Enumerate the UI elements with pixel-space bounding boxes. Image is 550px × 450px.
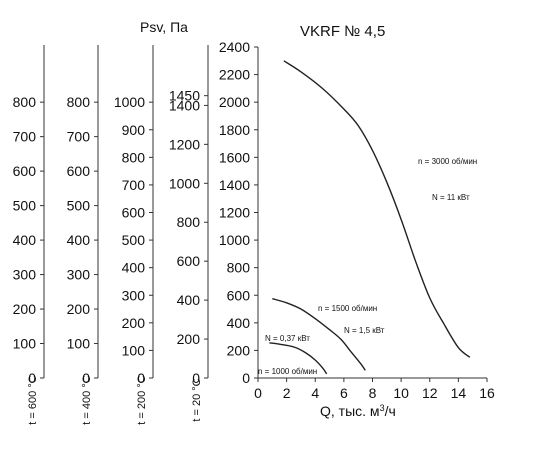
y-tick-label: 200 xyxy=(227,342,251,358)
series-line-1 xyxy=(283,60,471,358)
secondary-tick-label: 0 xyxy=(28,370,36,386)
secondary-tick-label: 700 xyxy=(13,129,37,145)
y-tick-label: 1600 xyxy=(219,149,250,165)
secondary-tick-label: 700 xyxy=(122,177,146,193)
secondary-tick-label: 700 xyxy=(67,129,91,145)
secondary-tick-label: 0 xyxy=(192,370,200,386)
secondary-tick-label: 1000 xyxy=(169,175,200,191)
series-line-2 xyxy=(272,298,366,371)
x-tick-label: 4 xyxy=(311,385,319,401)
secondary-tick-label: 1450 xyxy=(169,88,200,104)
y-tick-label: 2400 xyxy=(219,39,250,55)
secondary-tick-label: 600 xyxy=(122,205,146,221)
annotation-n1500-power: N = 1,5 кВт xyxy=(344,326,385,335)
secondary-tick-label: 500 xyxy=(13,198,37,214)
y-tick-label: 2200 xyxy=(219,67,250,83)
secondary-tick-label: 600 xyxy=(67,163,91,179)
y-tick-label: 1200 xyxy=(219,205,250,221)
secondary-tick-label: 800 xyxy=(67,94,91,110)
secondary-tick-label: 200 xyxy=(122,315,146,331)
secondary-tick-label: 900 xyxy=(122,122,146,138)
secondary-tick-label: 600 xyxy=(177,253,201,269)
x-tick-label: 2 xyxy=(283,385,291,401)
secondary-tick-label: 100 xyxy=(67,336,91,352)
y-tick-label: 1000 xyxy=(219,232,250,248)
secondary-tick-label: 400 xyxy=(13,232,37,248)
secondary-tick-label: 300 xyxy=(122,287,146,303)
secondary-tick-label: 0 xyxy=(82,370,90,386)
curves xyxy=(269,60,471,375)
chart-title: VKRF № 4,5 xyxy=(300,23,385,40)
x-tick-label: 8 xyxy=(369,385,377,401)
secondary-tick-label: 800 xyxy=(13,94,37,110)
temperature-axis-label: t = 400 °С xyxy=(81,375,93,424)
secondary-tick-label: 600 xyxy=(13,163,37,179)
x-axis-label: Q, тыс. м3/ч xyxy=(320,403,396,419)
annotation-n1000: n = 1000 об/мин xyxy=(258,367,317,376)
y-tick-label: 2000 xyxy=(219,94,250,110)
y-tick-label: 800 xyxy=(227,260,251,276)
annotation-n3000-power: N = 11 кВт xyxy=(432,193,470,202)
annotation-n1500: n = 1500 об/мин xyxy=(318,304,377,313)
secondary-tick-label: 100 xyxy=(13,336,37,352)
secondary-tick-label: 800 xyxy=(177,214,201,230)
annotation-n3000: n = 3000 об/мин xyxy=(418,157,477,166)
secondary-tick-label: 100 xyxy=(122,342,146,358)
secondary-tick-label: 400 xyxy=(67,232,91,248)
y-tick-label: 1400 xyxy=(219,177,250,193)
temperature-axis-label: t = 20 °С xyxy=(191,378,203,421)
secondary-tick-label: 200 xyxy=(177,331,201,347)
x-tick-label: 12 xyxy=(422,385,438,401)
x-tick-label: 14 xyxy=(451,385,467,401)
secondary-tick-label: 400 xyxy=(177,292,201,308)
x-tick-label: 10 xyxy=(393,385,409,401)
secondary-tick-label: 1400 xyxy=(169,97,200,113)
x-tick-label: 0 xyxy=(254,385,262,401)
secondary-tick-label: 200 xyxy=(13,301,37,317)
annotation-n1000-power: N = 0,37 кВт xyxy=(265,334,310,343)
secondary-tick-label: 1200 xyxy=(169,136,200,152)
secondary-tick-label: 1000 xyxy=(114,94,145,110)
axes: 0200400600800100012001400160018002000220… xyxy=(13,39,495,425)
secondary-tick-label: 400 xyxy=(122,260,146,276)
secondary-tick-label: 0 xyxy=(137,370,145,386)
y-axis-label: Psv, Па xyxy=(140,19,188,35)
x-tick-label: 16 xyxy=(479,385,495,401)
x-tick-label: 6 xyxy=(340,385,348,401)
y-tick-label: 1800 xyxy=(219,122,250,138)
temperature-axis-label: t = 200 °С xyxy=(136,375,148,424)
secondary-tick-label: 200 xyxy=(67,301,91,317)
series-line-3 xyxy=(269,342,328,375)
y-tick-label: 600 xyxy=(227,287,251,303)
secondary-tick-label: 500 xyxy=(122,232,146,248)
secondary-tick-label: 300 xyxy=(13,267,37,283)
y-tick-label: 0 xyxy=(242,370,250,386)
secondary-tick-label: 500 xyxy=(67,198,91,214)
y-tick-label: 400 xyxy=(227,315,251,331)
secondary-tick-label: 300 xyxy=(67,267,91,283)
secondary-tick-label: 800 xyxy=(122,149,146,165)
temperature-axis-label: t = 600 °С xyxy=(27,375,39,424)
